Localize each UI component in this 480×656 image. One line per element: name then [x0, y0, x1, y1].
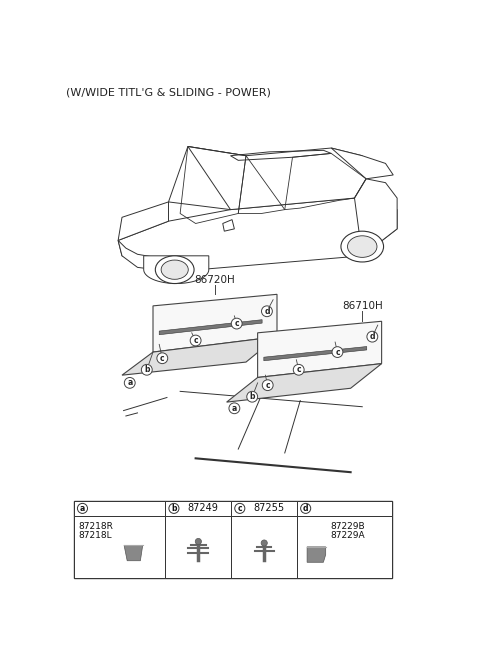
Polygon shape: [223, 220, 234, 231]
Text: d: d: [370, 332, 375, 341]
Text: 87218R: 87218R: [79, 522, 113, 531]
Circle shape: [235, 503, 245, 514]
Circle shape: [367, 331, 378, 342]
Polygon shape: [144, 256, 209, 283]
Text: 87229A: 87229A: [330, 531, 365, 541]
Circle shape: [247, 392, 258, 402]
Circle shape: [231, 318, 242, 329]
Text: b: b: [171, 504, 177, 513]
Polygon shape: [355, 179, 397, 256]
Polygon shape: [118, 240, 168, 271]
Polygon shape: [188, 146, 366, 210]
Text: c: c: [160, 354, 165, 363]
Circle shape: [142, 364, 152, 375]
Text: b: b: [144, 365, 150, 375]
Text: c: c: [238, 504, 242, 513]
Circle shape: [195, 539, 202, 544]
Bar: [297, 501, 392, 516]
Text: a: a: [127, 379, 132, 388]
Circle shape: [229, 403, 240, 414]
Text: c: c: [335, 348, 340, 357]
Circle shape: [77, 503, 87, 514]
Ellipse shape: [156, 256, 194, 283]
Text: 87249: 87249: [188, 503, 218, 514]
Bar: [231, 516, 297, 578]
Text: (W/WIDE TITL'G & SLIDING - POWER): (W/WIDE TITL'G & SLIDING - POWER): [66, 88, 271, 98]
Text: c: c: [265, 380, 270, 390]
Text: d: d: [303, 504, 309, 513]
Text: c: c: [296, 365, 301, 375]
Bar: [166, 516, 231, 578]
Circle shape: [157, 353, 168, 363]
Ellipse shape: [348, 236, 377, 257]
Circle shape: [169, 503, 179, 514]
Polygon shape: [331, 148, 393, 179]
Text: b: b: [250, 392, 255, 401]
Ellipse shape: [341, 231, 384, 262]
Polygon shape: [307, 547, 326, 562]
Text: 86720H: 86720H: [194, 275, 235, 285]
Polygon shape: [118, 198, 397, 271]
Text: 87255: 87255: [253, 503, 285, 514]
Bar: [166, 501, 231, 516]
Text: 87229B: 87229B: [330, 522, 365, 531]
Circle shape: [262, 380, 273, 390]
Polygon shape: [124, 545, 143, 561]
Polygon shape: [264, 346, 367, 361]
Text: 87218L: 87218L: [79, 531, 112, 541]
Polygon shape: [118, 202, 168, 240]
Circle shape: [262, 306, 272, 317]
Polygon shape: [168, 146, 246, 210]
Bar: [231, 501, 297, 516]
Bar: [297, 516, 392, 578]
Polygon shape: [122, 337, 277, 375]
Circle shape: [293, 364, 304, 375]
Text: c: c: [234, 319, 239, 328]
Polygon shape: [159, 319, 262, 335]
Circle shape: [190, 335, 201, 346]
Circle shape: [261, 540, 267, 546]
Text: a: a: [80, 504, 85, 513]
Text: 86710H: 86710H: [342, 301, 383, 311]
Bar: [74, 501, 166, 516]
Bar: [74, 501, 392, 578]
Text: a: a: [232, 404, 237, 413]
Circle shape: [332, 346, 343, 358]
Polygon shape: [227, 363, 382, 402]
Polygon shape: [258, 321, 382, 377]
Polygon shape: [153, 295, 277, 352]
Bar: [74, 516, 166, 578]
Text: c: c: [193, 336, 198, 345]
Circle shape: [124, 377, 135, 388]
Ellipse shape: [161, 260, 188, 279]
Text: d: d: [264, 307, 270, 316]
Circle shape: [300, 503, 311, 514]
